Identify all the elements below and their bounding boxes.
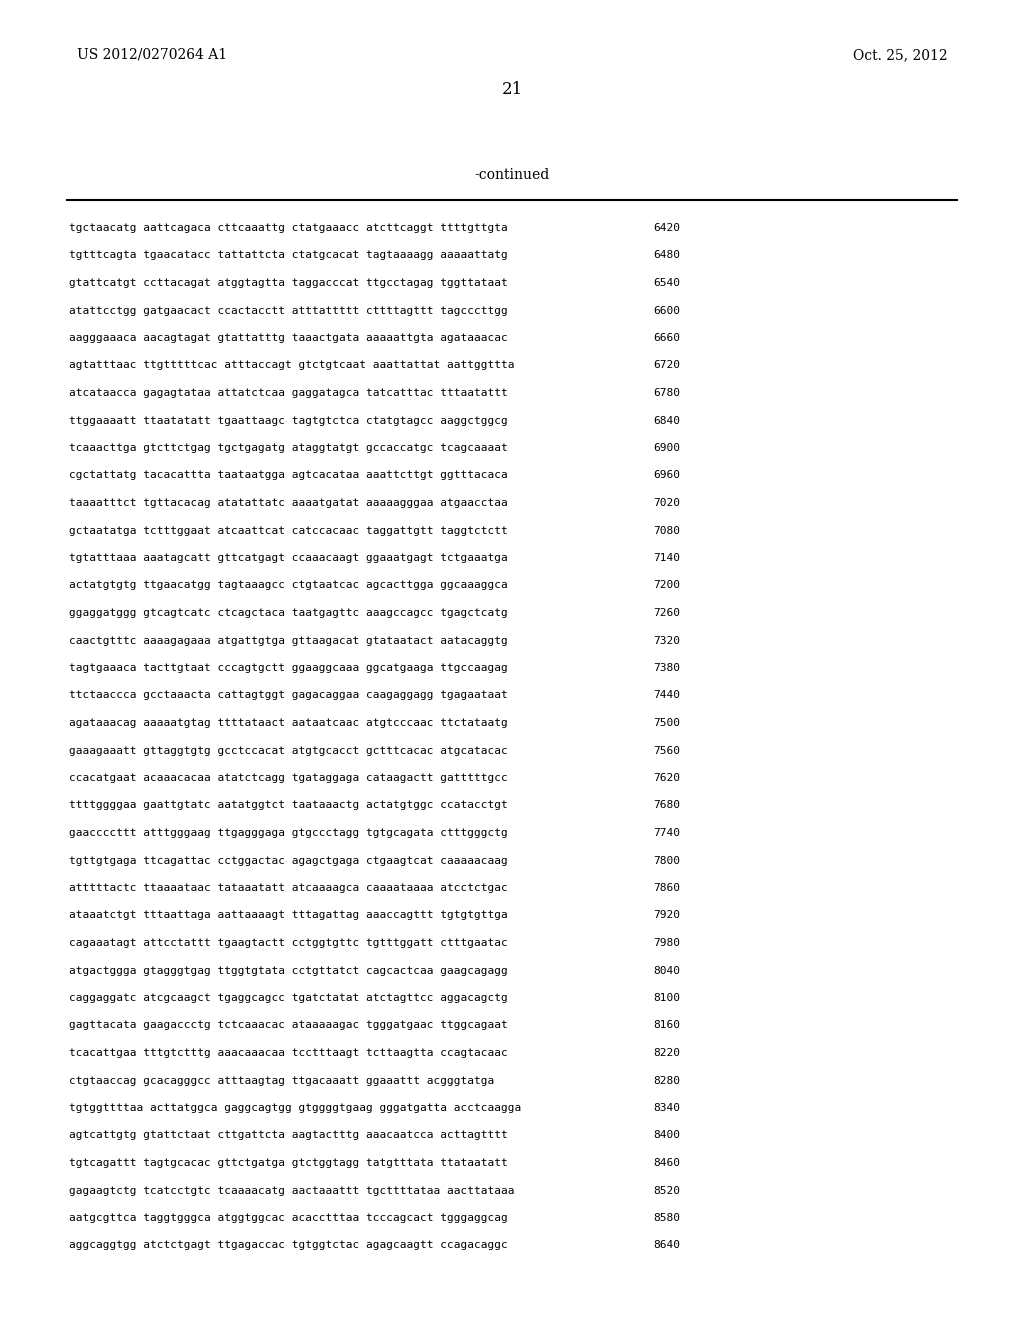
Text: 7260: 7260	[653, 609, 680, 618]
Text: tgtcagattt tagtgcacac gttctgatga gtctggtagg tatgtttata ttataatatt: tgtcagattt tagtgcacac gttctgatga gtctggt…	[69, 1158, 507, 1168]
Text: 6780: 6780	[653, 388, 680, 399]
Text: 7860: 7860	[653, 883, 680, 894]
Text: gaaagaaatt gttaggtgtg gcctccacat atgtgcacct gctttcacac atgcatacac: gaaagaaatt gttaggtgtg gcctccacat atgtgca…	[69, 746, 507, 755]
Text: aagggaaaca aacagtagat gtattatttg taaactgata aaaaattgta agataaacac: aagggaaaca aacagtagat gtattatttg taaactg…	[69, 333, 507, 343]
Text: 6540: 6540	[653, 279, 680, 288]
Text: 8280: 8280	[653, 1076, 680, 1085]
Text: tcacattgaa tttgtctttg aaacaaacaa tcctttaagt tcttaagtta ccagtacaac: tcacattgaa tttgtctttg aaacaaacaa tccttta…	[69, 1048, 507, 1059]
Text: caggaggatc atcgcaagct tgaggcagcc tgatctatat atctagttcc aggacagctg: caggaggatc atcgcaagct tgaggcagcc tgatcta…	[69, 993, 507, 1003]
Text: 7080: 7080	[653, 525, 680, 536]
Text: ttctaaccca gcctaaacta cattagtggt gagacaggaa caagaggagg tgagaataat: ttctaaccca gcctaaacta cattagtggt gagacag…	[69, 690, 507, 701]
Text: ataaatctgt tttaattaga aattaaaagt tttagattag aaaccagttt tgtgtgttga: ataaatctgt tttaattaga aattaaaagt tttagat…	[69, 911, 507, 920]
Text: 7680: 7680	[653, 800, 680, 810]
Text: tgttgtgaga ttcagattac cctggactac agagctgaga ctgaagtcat caaaaacaag: tgttgtgaga ttcagattac cctggactac agagctg…	[69, 855, 507, 866]
Text: 7500: 7500	[653, 718, 680, 729]
Text: 6600: 6600	[653, 305, 680, 315]
Text: 7980: 7980	[653, 939, 680, 948]
Text: 6480: 6480	[653, 251, 680, 260]
Text: cgctattatg tacacattta taataatgga agtcacataa aaattcttgt ggtttacaca: cgctattatg tacacattta taataatgga agtcaca…	[69, 470, 507, 480]
Text: 7140: 7140	[653, 553, 680, 564]
Text: 6900: 6900	[653, 444, 680, 453]
Text: tagtgaaaca tacttgtaat cccagtgctt ggaaggcaaa ggcatgaaga ttgccaagag: tagtgaaaca tacttgtaat cccagtgctt ggaaggc…	[69, 663, 507, 673]
Text: 6720: 6720	[653, 360, 680, 371]
Text: 7320: 7320	[653, 635, 680, 645]
Text: 7620: 7620	[653, 774, 680, 783]
Text: tgtggttttaa acttatggca gaggcagtgg gtggggtgaag gggatgatta acctcaagga: tgtggttttaa acttatggca gaggcagtgg gtgggg…	[69, 1104, 521, 1113]
Text: ctgtaaccag gcacagggcc atttaagtag ttgacaaatt ggaaattt acgggtatga: ctgtaaccag gcacagggcc atttaagtag ttgacaa…	[69, 1076, 494, 1085]
Text: 7920: 7920	[653, 911, 680, 920]
Text: cagaaatagt attcctattt tgaagtactt cctggtgttc tgtttggatt ctttgaatac: cagaaatagt attcctattt tgaagtactt cctggtg…	[69, 939, 507, 948]
Text: 7020: 7020	[653, 498, 680, 508]
Text: agtcattgtg gtattctaat cttgattcta aagtactttg aaacaatcca acttagtttt: agtcattgtg gtattctaat cttgattcta aagtact…	[69, 1130, 507, 1140]
Text: agataaacag aaaaatgtag ttttataact aataatcaac atgtcccaac ttctataatg: agataaacag aaaaatgtag ttttataact aataatc…	[69, 718, 507, 729]
Text: gtattcatgt ccttacagat atggtagtta taggacccat ttgcctagag tggttataat: gtattcatgt ccttacagat atggtagtta taggacc…	[69, 279, 507, 288]
Text: aatgcgttca taggtgggca atggtggcac acacctttaa tcccagcact tgggaggcag: aatgcgttca taggtgggca atggtggcac acacctt…	[69, 1213, 507, 1224]
Text: tgtatttaaa aaatagcatt gttcatgagt ccaaacaagt ggaaatgagt tctgaaatga: tgtatttaaa aaatagcatt gttcatgagt ccaaaca…	[69, 553, 507, 564]
Text: aggcaggtgg atctctgagt ttgagaccac tgtggtctac agagcaagtt ccagacaggc: aggcaggtgg atctctgagt ttgagaccac tgtggtc…	[69, 1241, 507, 1250]
Text: gagttacata gaagaccctg tctcaaacac ataaaaagac tgggatgaac ttggcagaat: gagttacata gaagaccctg tctcaaacac ataaaaa…	[69, 1020, 507, 1031]
Text: 21: 21	[502, 82, 522, 99]
Text: tgtttcagta tgaacatacc tattattcta ctatgcacat tagtaaaagg aaaaattatg: tgtttcagta tgaacatacc tattattcta ctatgca…	[69, 251, 507, 260]
Text: 6420: 6420	[653, 223, 680, 234]
Text: tgctaacatg aattcagaca cttcaaattg ctatgaaacc atcttcaggt ttttgttgta: tgctaacatg aattcagaca cttcaaattg ctatgaa…	[69, 223, 507, 234]
Text: gaaccccttt atttgggaag ttgagggaga gtgccctagg tgtgcagata ctttgggctg: gaaccccttt atttgggaag ttgagggaga gtgccct…	[69, 828, 507, 838]
Text: 8520: 8520	[653, 1185, 680, 1196]
Text: 7380: 7380	[653, 663, 680, 673]
Text: 6960: 6960	[653, 470, 680, 480]
Text: 6660: 6660	[653, 333, 680, 343]
Text: 6840: 6840	[653, 416, 680, 425]
Text: atttttactc ttaaaataac tataaatatt atcaaaagca caaaataaaa atcctctgac: atttttactc ttaaaataac tataaatatt atcaaaa…	[69, 883, 507, 894]
Text: 8100: 8100	[653, 993, 680, 1003]
Text: US 2012/0270264 A1: US 2012/0270264 A1	[77, 48, 227, 62]
Text: 7800: 7800	[653, 855, 680, 866]
Text: atcataacca gagagtataa attatctcaa gaggatagca tatcatttac tttaatattt: atcataacca gagagtataa attatctcaa gaggata…	[69, 388, 507, 399]
Text: tcaaacttga gtcttctgag tgctgagatg ataggtatgt gccaccatgc tcagcaaaat: tcaaacttga gtcttctgag tgctgagatg ataggta…	[69, 444, 507, 453]
Text: 8340: 8340	[653, 1104, 680, 1113]
Text: 8160: 8160	[653, 1020, 680, 1031]
Text: ttttggggaa gaattgtatc aatatggtct taataaactg actatgtggc ccatacctgt: ttttggggaa gaattgtatc aatatggtct taataaa…	[69, 800, 507, 810]
Text: gagaagtctg tcatcctgtc tcaaaacatg aactaaattt tgcttttataa aacttataaa: gagaagtctg tcatcctgtc tcaaaacatg aactaaa…	[69, 1185, 514, 1196]
Text: caactgtttc aaaagagaaa atgattgtga gttaagacat gtataatact aatacaggtg: caactgtttc aaaagagaaa atgattgtga gttaaga…	[69, 635, 507, 645]
Text: -continued: -continued	[474, 168, 550, 182]
Text: Oct. 25, 2012: Oct. 25, 2012	[853, 48, 947, 62]
Text: agtatttaac ttgtttttcac atttaccagt gtctgtcaat aaattattat aattggttta: agtatttaac ttgtttttcac atttaccagt gtctgt…	[69, 360, 514, 371]
Text: ccacatgaat acaaacacaa atatctcagg tgataggaga cataagactt gatttttgcc: ccacatgaat acaaacacaa atatctcagg tgatagg…	[69, 774, 507, 783]
Text: actatgtgtg ttgaacatgg tagtaaagcc ctgtaatcac agcacttgga ggcaaaggca: actatgtgtg ttgaacatgg tagtaaagcc ctgtaat…	[69, 581, 507, 590]
Text: 8040: 8040	[653, 965, 680, 975]
Text: 7440: 7440	[653, 690, 680, 701]
Text: atattcctgg gatgaacact ccactacctt atttattttt cttttagttt tagcccttgg: atattcctgg gatgaacact ccactacctt atttatt…	[69, 305, 507, 315]
Text: ggaggatggg gtcagtcatc ctcagctaca taatgagttc aaagccagcc tgagctcatg: ggaggatggg gtcagtcatc ctcagctaca taatgag…	[69, 609, 507, 618]
Text: 8640: 8640	[653, 1241, 680, 1250]
Text: atgactggga gtagggtgag ttggtgtata cctgttatct cagcactcaa gaagcagagg: atgactggga gtagggtgag ttggtgtata cctgtta…	[69, 965, 507, 975]
Text: taaaatttct tgttacacag atatattatc aaaatgatat aaaaagggaa atgaacctaa: taaaatttct tgttacacag atatattatc aaaatga…	[69, 498, 507, 508]
Text: 8400: 8400	[653, 1130, 680, 1140]
Text: 7740: 7740	[653, 828, 680, 838]
Text: ttggaaaatt ttaatatatt tgaattaagc tagtgtctca ctatgtagcc aaggctggcg: ttggaaaatt ttaatatatt tgaattaagc tagtgtc…	[69, 416, 507, 425]
Text: 7560: 7560	[653, 746, 680, 755]
Text: 8460: 8460	[653, 1158, 680, 1168]
Text: 8580: 8580	[653, 1213, 680, 1224]
Text: gctaatatga tctttggaat atcaattcat catccacaac taggattgtt taggtctctt: gctaatatga tctttggaat atcaattcat catccac…	[69, 525, 507, 536]
Text: 8220: 8220	[653, 1048, 680, 1059]
Text: 7200: 7200	[653, 581, 680, 590]
